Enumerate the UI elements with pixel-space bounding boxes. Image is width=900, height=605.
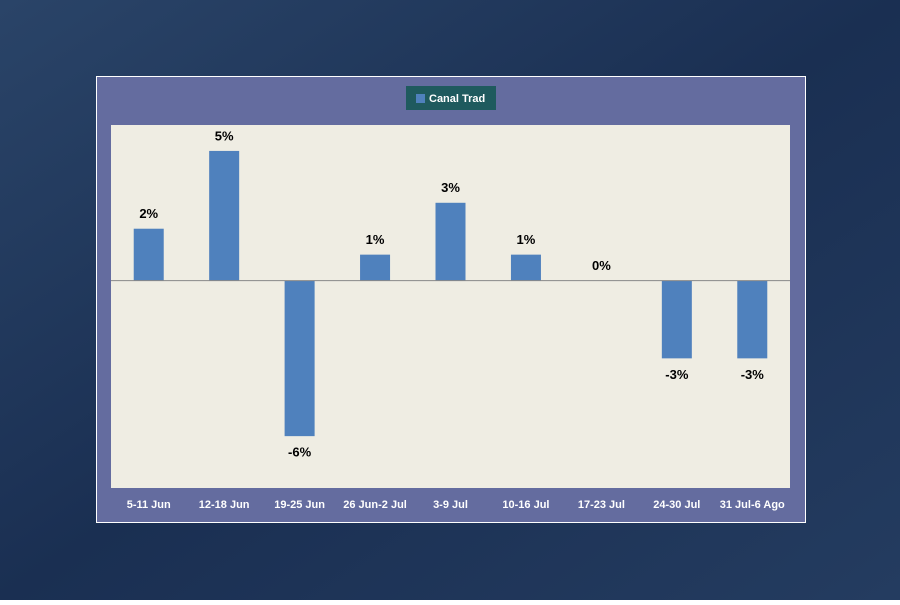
- x-tick-label: 12-18 Jun: [199, 499, 250, 511]
- bar: [661, 280, 692, 359]
- x-tick-label: 31 Jul-6 Ago: [720, 499, 785, 511]
- x-tick-label: 26 Jun-2 Jul: [343, 499, 407, 511]
- data-label: 5%: [215, 128, 234, 143]
- data-label: 3%: [441, 180, 460, 195]
- data-label: 1%: [517, 232, 536, 247]
- x-tick-label: 17-23 Jul: [578, 499, 625, 511]
- data-label: 0%: [592, 258, 611, 273]
- bar: [284, 280, 315, 437]
- x-tick-label: 5-11 Jun: [127, 499, 171, 511]
- bar: [360, 254, 391, 281]
- data-label: -3%: [665, 367, 689, 382]
- data-label: -6%: [288, 445, 312, 460]
- data-label: 1%: [366, 232, 385, 247]
- bar: [209, 150, 240, 281]
- bar: [737, 280, 768, 359]
- legend-label: Canal Trad: [429, 93, 485, 105]
- x-tick-label: 24-30 Jul: [653, 499, 700, 511]
- x-tick-label: 10-16 Jul: [502, 499, 549, 511]
- data-label: 2%: [139, 206, 158, 221]
- bar: [133, 228, 164, 281]
- bar: [510, 254, 541, 281]
- legend-swatch: [416, 94, 425, 103]
- bar: [435, 202, 466, 281]
- x-tick-label: 3-9 Jul: [433, 499, 468, 511]
- x-tick-label: 19-25 Jun: [274, 499, 325, 511]
- data-label: -3%: [741, 367, 765, 382]
